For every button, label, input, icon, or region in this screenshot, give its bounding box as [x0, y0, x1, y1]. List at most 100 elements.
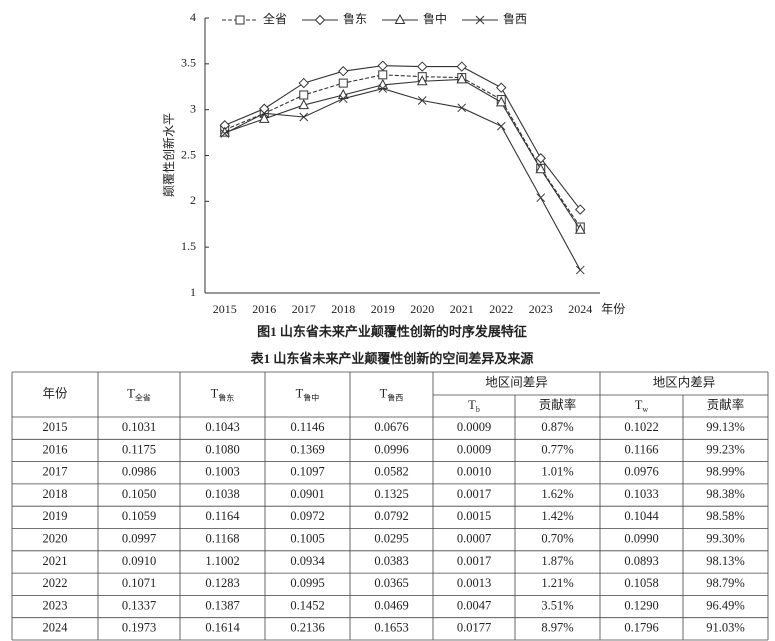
x-tick-label: 2019: [371, 302, 395, 316]
marker: [535, 153, 546, 164]
x-tick-label: 2021: [450, 302, 474, 316]
table-cell: 0.1003: [205, 465, 239, 479]
marker: [456, 73, 468, 84]
table-cell: 0.1452: [290, 598, 324, 612]
series-line: [224, 65, 581, 210]
table-cell: 0.77%: [541, 442, 573, 456]
table-cell: 0.1058: [624, 576, 658, 590]
x-tick-label: 2023: [529, 302, 553, 316]
table-cell: 0.1325: [374, 487, 408, 501]
table-cell: 0.0934: [290, 554, 325, 568]
table-cell: 2019: [43, 509, 68, 523]
table-cell: 0.1022: [624, 420, 658, 434]
table-title: 表1 山东省未来产业颠覆性创新的空间差异及来源: [250, 351, 534, 366]
table-cell: 98.79%: [706, 576, 745, 590]
marker: [496, 82, 507, 93]
marker: [298, 77, 309, 89]
table-cell: 0.0901: [290, 487, 324, 501]
table-header: Tb: [468, 398, 480, 414]
legend-label: 鲁西: [503, 12, 527, 26]
table-cell: 0.0009: [457, 420, 491, 434]
table-cell: 0.0047: [457, 598, 491, 612]
table-cell: 2023: [43, 598, 68, 612]
legend-label: 鲁东: [343, 12, 367, 26]
table-cell: 2022: [43, 576, 68, 590]
table-cell: 0.0996: [374, 442, 408, 456]
table-cell: 0.1337: [122, 598, 156, 612]
symbol: T: [127, 386, 135, 400]
y-tick-label: 2: [190, 193, 196, 207]
table-cell: 1.21%: [541, 576, 573, 590]
table-cell: 99.23%: [706, 442, 745, 456]
table-cell: 0.1097: [290, 465, 324, 479]
table-cell: 0.1146: [291, 420, 325, 434]
table-header: T鲁中: [296, 386, 320, 402]
table-cell: 2016: [43, 442, 68, 456]
x-tick-label: 2018: [331, 302, 355, 316]
table-cell: 0.2136: [290, 621, 324, 635]
subscript: 鲁中: [303, 392, 319, 402]
marker: [377, 60, 388, 71]
table-cell: 0.0015: [457, 509, 491, 523]
table-cell: 0.1044: [624, 509, 659, 523]
table-cell: 0.0972: [290, 509, 324, 523]
marker: [536, 193, 546, 203]
table-cell: 0.70%: [541, 532, 573, 546]
table-cell: 0.1973: [122, 621, 156, 635]
table-cell: 0.0792: [374, 509, 408, 523]
table-cell: 98.58%: [706, 509, 745, 523]
table-cell: 0.0893: [624, 554, 658, 568]
x-tick-label: 2017: [292, 302, 316, 316]
table-cell: 0.1614: [205, 621, 240, 635]
table-cell: 91.03%: [706, 621, 745, 635]
table-cell: 0.0007: [457, 532, 491, 546]
marker: [378, 84, 388, 93]
table-cell: 98.38%: [706, 487, 745, 501]
marker: [456, 61, 467, 72]
table-cell: 0.0017: [457, 487, 491, 501]
marker: [338, 78, 348, 88]
y-tick-label: 3.5: [181, 56, 196, 70]
series-line: [224, 88, 581, 271]
table-cell: 99.13%: [706, 420, 745, 434]
subscript: 鲁东: [218, 392, 234, 402]
table-cell: 0.1071: [122, 576, 156, 590]
x-tick-label: 2015: [213, 302, 237, 316]
table-header: 贡献率: [539, 397, 577, 412]
table-cell: 0.0976: [624, 465, 658, 479]
table-cell: 0.87%: [541, 420, 573, 434]
table-cell: 2018: [43, 487, 68, 501]
table-cell: 0.0995: [290, 576, 324, 590]
table-cell: 2024: [43, 621, 69, 635]
figure-caption: 图1 山东省未来产业颠覆性创新的时序发展特征: [257, 324, 527, 339]
table-group-header: 地区间差异: [485, 375, 548, 389]
table-header: 年份: [42, 386, 68, 400]
table-cell: 0.1005: [290, 532, 324, 546]
marker: [535, 163, 547, 174]
table-cell: 0.1168: [206, 532, 240, 546]
table-header: Tw: [635, 398, 649, 414]
marker: [457, 103, 467, 113]
legend-label: 全省: [263, 11, 287, 26]
table-cell: 98.13%: [706, 554, 745, 568]
marker: [495, 96, 507, 107]
marker: [378, 70, 388, 80]
marker: [220, 129, 230, 138]
table-cell: 0.0676: [374, 420, 408, 434]
table-cell: 0.0469: [374, 598, 408, 612]
table-cell: 0.1038: [205, 487, 239, 501]
marker: [338, 94, 348, 104]
marker: [338, 65, 349, 77]
table-cell: 1.87%: [541, 554, 573, 568]
table-cell: 0.0990: [624, 532, 658, 546]
table-cell: 0.0177: [457, 621, 491, 635]
table-cell: 99.30%: [706, 532, 745, 546]
table-group-header: 地区内差异: [653, 375, 716, 389]
table-cell: 0.0997: [122, 532, 156, 546]
symbol: T: [380, 386, 388, 400]
marker: [416, 75, 428, 86]
symbol: T: [635, 398, 643, 412]
y-tick-label: 2.5: [181, 147, 196, 161]
x-tick-label: 2016: [252, 302, 276, 316]
table-cell: 0.1043: [205, 420, 239, 434]
